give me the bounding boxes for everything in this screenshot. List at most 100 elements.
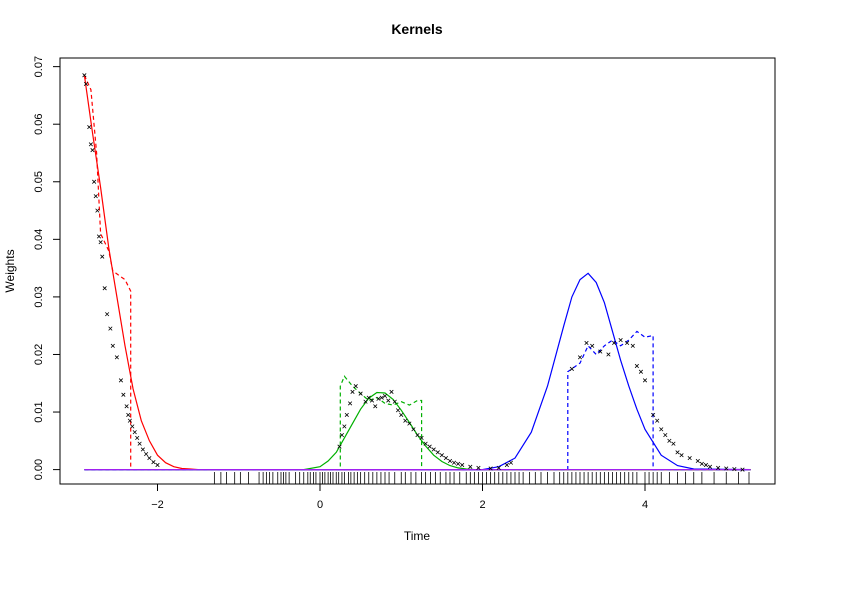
data-point — [135, 435, 140, 441]
points-group — [82, 73, 745, 472]
x-tick-label: 4 — [642, 499, 648, 511]
data-point — [363, 399, 368, 404]
data-point — [456, 461, 461, 466]
x-tick-label: 0 — [317, 499, 323, 511]
series-line-2 — [84, 391, 751, 471]
data-point — [151, 460, 156, 465]
data-point — [83, 81, 89, 86]
x-tick-label: 2 — [479, 499, 485, 511]
x-axis-label: Time — [404, 529, 431, 543]
data-point — [102, 286, 107, 291]
data-point — [695, 458, 700, 464]
data-point — [105, 312, 110, 317]
data-point — [716, 465, 721, 470]
data-point — [707, 464, 713, 469]
data-point — [411, 427, 416, 432]
data-point — [625, 340, 630, 346]
data-point — [407, 421, 412, 426]
data-point — [386, 398, 391, 403]
y-tick-label: 0.05 — [33, 171, 45, 192]
data-point — [476, 465, 481, 470]
data-point — [642, 378, 648, 383]
data-point — [435, 450, 440, 455]
data-point — [634, 363, 639, 369]
data-point — [92, 179, 97, 184]
data-point — [110, 343, 115, 348]
data-point — [147, 456, 152, 461]
data-point — [659, 427, 664, 432]
data-point — [427, 444, 432, 449]
data-point — [675, 450, 680, 455]
data-point — [379, 395, 384, 400]
data-point — [350, 389, 355, 394]
data-point — [124, 404, 129, 409]
data-point — [638, 369, 644, 374]
y-tick-label: 0.03 — [33, 286, 45, 307]
data-point — [98, 240, 103, 245]
data-point — [382, 393, 388, 399]
data-point — [663, 432, 668, 438]
data-point — [395, 408, 401, 413]
data-point — [699, 461, 704, 466]
chart-title: Kernels — [391, 21, 443, 37]
data-point — [130, 424, 135, 429]
data-point — [121, 392, 126, 397]
data-point — [724, 466, 729, 471]
series-line-1 — [83, 75, 751, 471]
data-point — [431, 447, 436, 452]
data-point — [88, 142, 93, 147]
data-point — [671, 441, 676, 446]
data-point — [93, 194, 98, 199]
data-point — [687, 456, 692, 461]
data-point — [460, 462, 465, 468]
data-point — [403, 418, 408, 423]
data-point — [577, 355, 583, 360]
data-point — [358, 391, 363, 396]
data-point — [82, 73, 87, 78]
data-point — [344, 412, 349, 418]
y-tick-label: 0.06 — [33, 113, 45, 134]
data-point — [468, 464, 473, 469]
data-point — [655, 418, 660, 423]
data-point — [612, 340, 617, 346]
data-point — [347, 401, 353, 406]
data-point — [118, 378, 124, 383]
data-point — [392, 399, 397, 404]
data-point — [584, 340, 589, 346]
data-point — [488, 466, 493, 471]
data-point — [443, 456, 449, 461]
y-tick-label: 0.01 — [33, 401, 45, 422]
data-point — [415, 432, 420, 438]
y-tick-label: 0.07 — [33, 56, 45, 77]
data-point — [679, 453, 684, 458]
y-tick-label: 0.00 — [33, 459, 45, 480]
data-point — [369, 398, 375, 403]
data-point — [376, 396, 381, 401]
data-point — [569, 366, 574, 371]
data-point — [439, 453, 444, 458]
data-point — [114, 355, 119, 360]
data-point — [496, 465, 501, 470]
data-point — [132, 430, 137, 435]
data-point — [342, 424, 347, 429]
data-point — [373, 404, 378, 409]
data-point — [87, 124, 92, 130]
data-point — [100, 254, 105, 259]
series-line-0 — [83, 75, 751, 471]
data-point — [606, 352, 611, 357]
data-point — [155, 462, 160, 468]
series-line-4 — [84, 272, 751, 471]
data-point — [423, 441, 428, 446]
data-point — [108, 326, 113, 331]
data-point — [667, 438, 672, 443]
data-point — [590, 343, 595, 348]
data-point — [95, 208, 100, 213]
data-point — [90, 148, 95, 153]
y-tick-label: 0.02 — [33, 344, 45, 365]
axes-group: −2 0 2 4 0.00 0.01 0.02 0.03 0.04 0.05 0.06 0.07 — [33, 56, 648, 511]
data-point — [140, 447, 145, 452]
data-point — [598, 349, 603, 354]
data-point — [366, 395, 371, 400]
data-point — [740, 467, 745, 472]
data-point — [419, 435, 424, 441]
